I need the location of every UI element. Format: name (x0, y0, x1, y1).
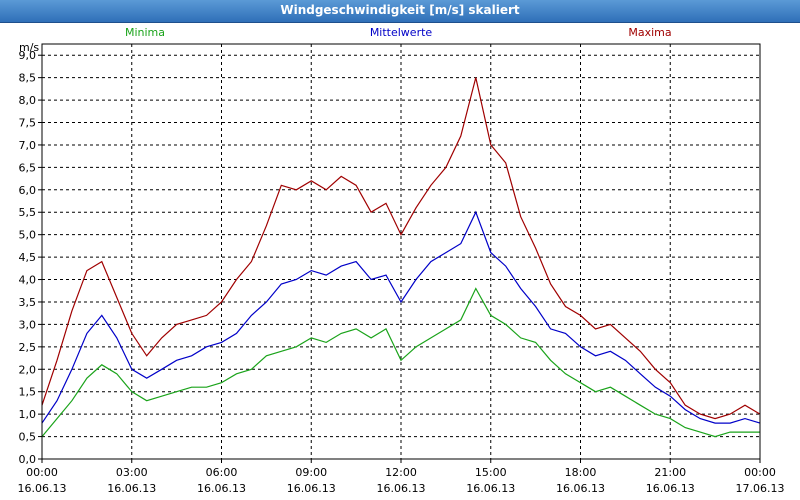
x-tick-date: 16.06.13 (107, 482, 156, 495)
y-axis-label: m/s (19, 41, 39, 54)
wind-speed-chart: 0,0 0,5 1,0 1,5 2,0 2,5 3,0 3,5 4,0 4,5 5,0 5,5 6,0 6… (18, 26, 785, 495)
y-tick-label: 7,0 (19, 139, 37, 152)
y-tick-label: 1,0 (19, 408, 37, 421)
x-tick-date: 16.06.13 (18, 482, 67, 495)
y-axis-ticks: 0,0 0,5 1,0 1,5 2,0 2,5 3,0 3,5 4,0 4,5 5,0 5,5 6,0 6… (19, 49, 42, 466)
series-lines (41, 77, 761, 438)
x-tick-time: 00:00 (26, 466, 58, 479)
y-tick-label: 5,5 (19, 206, 37, 219)
x-tick-time: 03:00 (116, 466, 148, 479)
y-tick-label: 4,5 (19, 251, 37, 264)
x-tick-date: 17.06.13 (736, 482, 785, 495)
y-tick-label: 6,5 (19, 161, 37, 174)
y-tick-label: 7,5 (19, 117, 37, 130)
x-tick-date: 16.06.13 (197, 482, 246, 495)
y-tick-label: 9,0 (19, 49, 37, 62)
x-tick-time: 18:00 (565, 466, 597, 479)
legend-item-minima: Minima (125, 26, 165, 39)
x-tick-time: 21:00 (654, 466, 686, 479)
legend: Minima Mittelwerte Maxima (125, 26, 672, 39)
y-tick-label: 8,0 (19, 94, 37, 107)
grid-lines (42, 44, 760, 459)
x-tick-date: 16.06.13 (646, 482, 695, 495)
y-tick-label: 8,5 (19, 72, 37, 85)
y-tick-label: 6,0 (19, 184, 37, 197)
x-tick-date: 16.06.13 (377, 482, 426, 495)
x-tick-time: 12:00 (385, 466, 417, 479)
title-bar: Windgeschwindigkeit [m/s] skaliert (0, 0, 800, 23)
window-title: Windgeschwindigkeit [m/s] skaliert (280, 3, 520, 17)
y-tick-label: 3,5 (19, 296, 37, 309)
series-line-minima (41, 287, 760, 438)
legend-item-mittelwerte: Mittelwerte (370, 26, 433, 39)
x-tick-time: 00:00 (744, 466, 776, 479)
x-axis-ticks: 00:00 16.06.13 03:00 16.06.13 06:00 16.06.13 0… (18, 459, 785, 495)
legend-item-maxima: Maxima (628, 26, 671, 39)
y-tick-label: 5,0 (19, 229, 37, 242)
series-line-maxima (41, 77, 761, 420)
y-tick-label: 4,0 (19, 274, 37, 287)
y-tick-label: 0,5 (19, 431, 37, 444)
x-tick-date: 16.06.13 (556, 482, 605, 495)
y-tick-label: 3,0 (19, 318, 37, 331)
x-tick-date: 16.06.13 (287, 482, 336, 495)
y-tick-label: 2,5 (19, 341, 37, 354)
y-tick-label: 0,0 (19, 453, 37, 466)
y-tick-label: 1,5 (19, 386, 37, 399)
x-tick-time: 15:00 (475, 466, 507, 479)
series-line-mittelwerte (41, 210, 761, 424)
x-tick-date: 16.06.13 (466, 482, 515, 495)
x-tick-time: 09:00 (295, 466, 327, 479)
y-tick-label: 2,0 (19, 363, 37, 376)
x-tick-time: 06:00 (206, 466, 238, 479)
